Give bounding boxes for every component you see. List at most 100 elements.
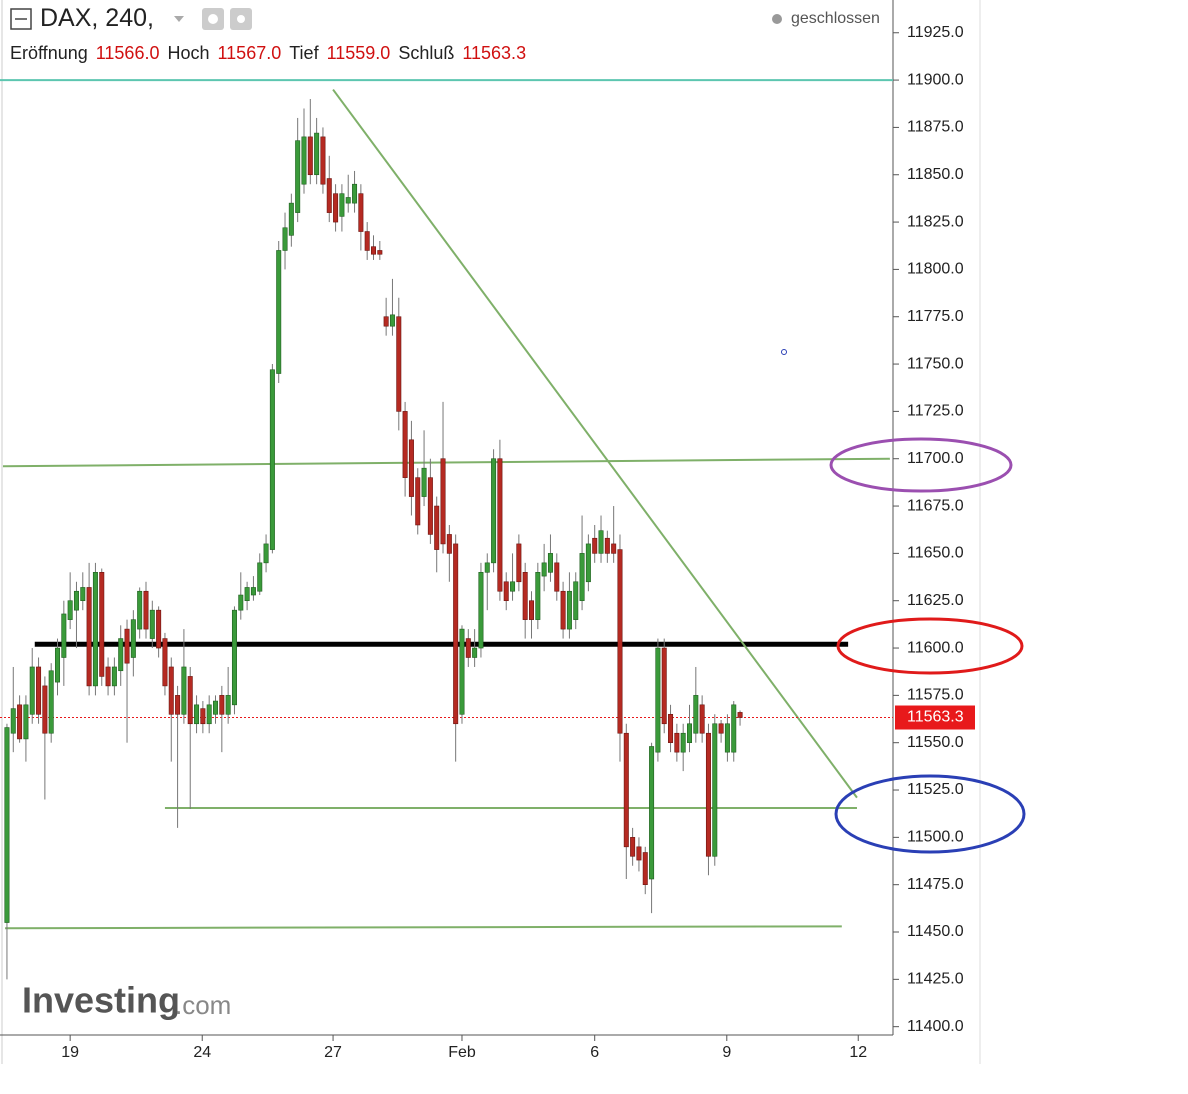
candle-body	[402, 411, 408, 478]
y-tick-label: 11450.0	[907, 923, 964, 940]
y-tick-label: 11575.0	[907, 687, 964, 704]
chart-title: DAX, 240,	[40, 4, 154, 32]
candle-body	[472, 647, 478, 658]
candle-body	[737, 712, 743, 718]
candle-body	[48, 670, 54, 734]
ohlc-value: 11559.0	[326, 43, 391, 63]
candle-body	[143, 590, 149, 630]
highlight-ellipse	[834, 774, 1026, 854]
candle-body	[630, 837, 636, 857]
candle-body	[686, 723, 692, 743]
candle-body	[124, 628, 130, 664]
candle-body	[175, 695, 181, 715]
candle-body	[516, 543, 522, 583]
trend-line	[332, 88, 858, 799]
candle-body	[478, 572, 484, 649]
candle-body	[213, 700, 219, 715]
x-tick-label: 24	[193, 1044, 211, 1061]
y-tick-label: 11400.0	[907, 1018, 964, 1035]
candle-body	[269, 369, 275, 550]
candle-body	[541, 562, 547, 577]
candle-body	[598, 530, 604, 554]
candle-body	[10, 708, 16, 734]
candle-body	[187, 676, 193, 725]
x-tick-label: 27	[324, 1044, 342, 1061]
candle-body	[566, 590, 572, 630]
plot	[0, 79, 893, 980]
candle-body	[358, 193, 364, 232]
logo-suffix: .com	[175, 990, 231, 1020]
candle-body	[364, 231, 370, 251]
candle-body	[668, 713, 674, 743]
candle-body	[712, 723, 718, 857]
candle-body	[244, 587, 250, 602]
candle-body	[465, 638, 471, 658]
ohlc-label: Schluß	[398, 43, 455, 63]
gear-icon-inner	[237, 15, 245, 23]
dropdown-caret[interactable]	[174, 16, 184, 22]
candle-body	[80, 587, 86, 602]
candle-body	[238, 594, 244, 611]
candle-body	[592, 537, 598, 554]
ohlc-value: 11567.0	[217, 43, 282, 63]
candle-body	[314, 132, 320, 176]
candle-body	[503, 581, 509, 602]
candle-body	[642, 852, 648, 885]
trend-line	[5, 925, 842, 930]
candle-body	[434, 505, 440, 550]
candle-body	[320, 136, 326, 185]
candle-body	[73, 590, 79, 611]
ohlc-label: Eröffnung	[10, 43, 88, 63]
y-tick-label: 11875.0	[907, 119, 964, 136]
x-tick-label: Feb	[448, 1044, 476, 1061]
candle-body	[377, 250, 383, 255]
candle-body	[61, 613, 67, 658]
y-tick-label: 11650.0	[907, 545, 964, 562]
collapse-icon[interactable]	[10, 8, 32, 30]
candle-body	[99, 572, 105, 677]
candle-body	[339, 193, 345, 217]
candle-body	[693, 695, 699, 734]
candle-body	[440, 458, 446, 545]
candle-body	[661, 647, 667, 725]
candle-body	[655, 647, 661, 753]
candle-body	[636, 846, 642, 861]
candle-body	[206, 704, 212, 725]
logo-name: Investing	[22, 980, 180, 1021]
ohlc-label: Tief	[289, 43, 319, 63]
candle-body	[529, 600, 535, 620]
ohlc-value: 11566.0	[95, 43, 160, 63]
candle-body	[36, 666, 42, 715]
x-tick-label: 6	[590, 1044, 599, 1061]
candle-body	[149, 609, 155, 639]
candle-body	[446, 534, 452, 554]
candle-body	[118, 638, 124, 672]
candle-body	[371, 246, 377, 255]
status-dot	[772, 14, 782, 24]
candle-body	[55, 647, 61, 683]
candle-body	[674, 732, 680, 753]
market-status: geschlossen	[791, 10, 880, 27]
candle-body	[194, 704, 200, 725]
candle-body	[421, 467, 427, 497]
x-tick-label: 12	[849, 1044, 867, 1061]
candle-body	[611, 543, 617, 554]
last-price-tag	[895, 705, 975, 730]
candle-body	[156, 609, 162, 649]
candle-body	[604, 537, 610, 554]
ohlc-value: 11563.3	[462, 43, 527, 63]
y-tick-label: 11775.0	[907, 308, 964, 325]
candle-body	[383, 316, 389, 327]
candle-body	[250, 587, 256, 596]
y-tick-label: 11550.0	[907, 734, 964, 751]
highlight-ellipse	[829, 437, 1013, 493]
candle-body	[459, 628, 465, 715]
candle-body	[42, 685, 48, 734]
candle-body	[396, 316, 402, 412]
candle-body	[547, 553, 553, 573]
candle-body	[705, 732, 711, 857]
y-tick-label: 11725.0	[907, 403, 964, 420]
y-tick-label: 11750.0	[907, 355, 964, 372]
y-tick-label: 11675.0	[907, 497, 964, 514]
candle-body	[724, 723, 730, 753]
